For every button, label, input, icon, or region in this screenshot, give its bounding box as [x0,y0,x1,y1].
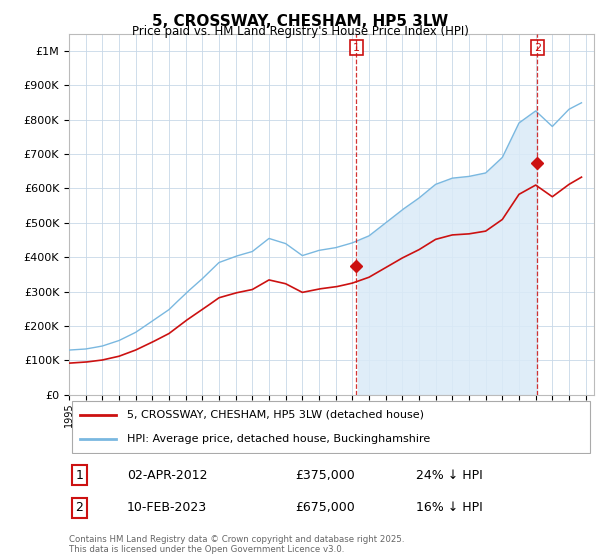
Text: 5, CROSSWAY, CHESHAM, HP5 3LW (detached house): 5, CROSSWAY, CHESHAM, HP5 3LW (detached … [127,410,424,420]
Text: £375,000: £375,000 [295,469,355,482]
Text: HPI: Average price, detached house, Buckinghamshire: HPI: Average price, detached house, Buck… [127,434,430,444]
Text: 16% ↓ HPI: 16% ↓ HPI [415,501,482,514]
Text: 10-FEB-2023: 10-FEB-2023 [127,501,207,514]
Text: 1: 1 [353,43,360,53]
Text: 1: 1 [76,469,83,482]
Text: £675,000: £675,000 [295,501,355,514]
Text: Price paid vs. HM Land Registry's House Price Index (HPI): Price paid vs. HM Land Registry's House … [131,25,469,38]
Text: 24% ↓ HPI: 24% ↓ HPI [415,469,482,482]
Text: 02-APR-2012: 02-APR-2012 [127,469,207,482]
Text: 5, CROSSWAY, CHESHAM, HP5 3LW: 5, CROSSWAY, CHESHAM, HP5 3LW [152,14,448,29]
Text: Contains HM Land Registry data © Crown copyright and database right 2025.
This d: Contains HM Land Registry data © Crown c… [69,535,404,554]
Text: 2: 2 [534,43,541,53]
FancyBboxPatch shape [71,402,590,452]
Text: 2: 2 [76,501,83,514]
